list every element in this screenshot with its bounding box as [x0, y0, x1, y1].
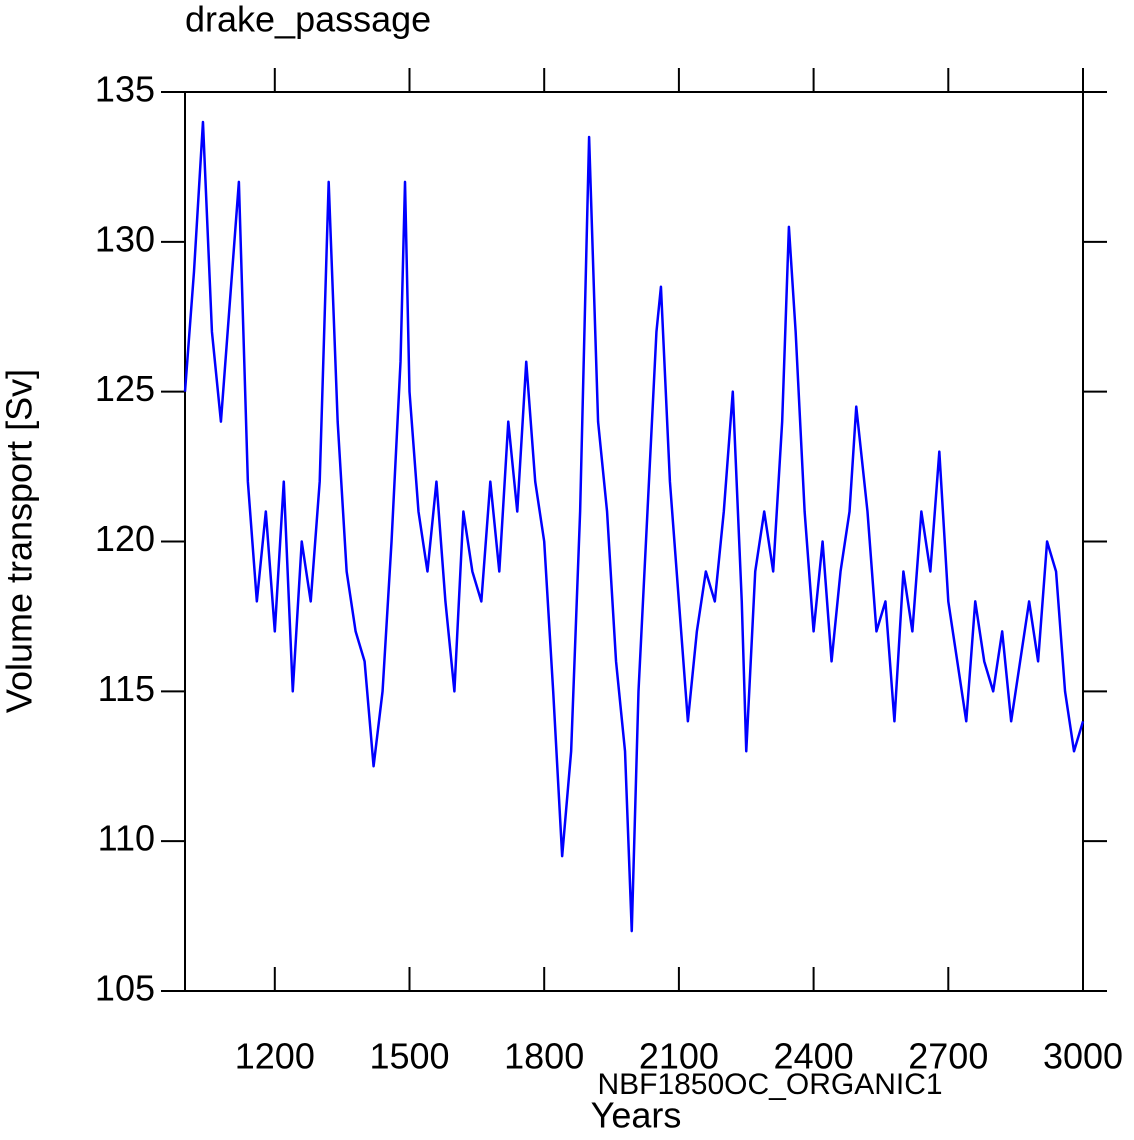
x-tick-label: 2400	[774, 1036, 854, 1077]
x-tick-label: 1800	[504, 1036, 584, 1077]
x-tick-label: 2100	[639, 1036, 719, 1077]
x-tick-label: 1200	[235, 1036, 315, 1077]
chart-title: drake_passage	[185, 0, 431, 40]
y-tick-label: 115	[98, 668, 155, 709]
y-tick-label: 135	[95, 69, 155, 110]
y-tick-label: 120	[95, 518, 155, 559]
x-tick-label: 2700	[908, 1036, 988, 1077]
x-tick-label: 1500	[369, 1036, 449, 1077]
y-axis-label: Volume transport [Sv]	[0, 369, 40, 713]
data-line	[183, 120, 1085, 933]
annotation: NBF1850OC_ORGANIC1	[597, 1068, 942, 1101]
x-tick-label: 3000	[1043, 1036, 1123, 1077]
y-tick-label: 130	[95, 218, 155, 259]
x-axis-label: Years	[591, 1095, 682, 1136]
y-tick-label: 110	[98, 818, 155, 859]
y-tick-label: 105	[95, 968, 155, 1009]
y-tick-label: 125	[95, 368, 155, 409]
